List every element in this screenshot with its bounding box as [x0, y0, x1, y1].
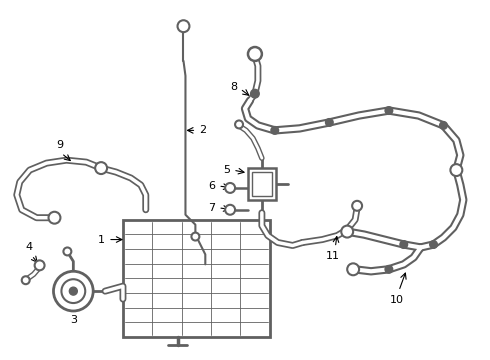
Bar — [123, 220, 270, 337]
Circle shape — [235, 121, 243, 129]
Text: 3: 3 — [70, 315, 77, 325]
Circle shape — [61, 279, 85, 303]
Circle shape — [341, 226, 353, 238]
Circle shape — [70, 287, 77, 295]
Circle shape — [326, 119, 333, 126]
Circle shape — [225, 205, 235, 215]
Text: 9: 9 — [56, 140, 63, 150]
Circle shape — [386, 266, 392, 273]
Text: 8: 8 — [230, 82, 237, 92]
Text: 2: 2 — [199, 125, 206, 135]
Text: 1: 1 — [98, 234, 105, 244]
Circle shape — [225, 183, 235, 193]
Circle shape — [347, 264, 359, 275]
Bar — [252, 172, 272, 196]
Circle shape — [251, 90, 259, 98]
Circle shape — [192, 233, 199, 240]
Text: 11: 11 — [326, 251, 341, 261]
Circle shape — [352, 201, 362, 211]
Circle shape — [53, 271, 93, 311]
Circle shape — [440, 122, 447, 129]
Circle shape — [22, 276, 30, 284]
Circle shape — [430, 241, 437, 248]
Text: 6: 6 — [208, 181, 215, 191]
Circle shape — [35, 260, 45, 270]
Circle shape — [177, 20, 190, 32]
Circle shape — [63, 247, 72, 255]
Circle shape — [450, 164, 462, 176]
Circle shape — [386, 107, 392, 114]
Circle shape — [49, 212, 60, 224]
Circle shape — [248, 47, 262, 61]
Text: 5: 5 — [223, 165, 230, 175]
Bar — [248, 168, 276, 200]
Text: 7: 7 — [208, 203, 215, 213]
Text: 4: 4 — [25, 242, 32, 252]
Circle shape — [400, 241, 407, 248]
Circle shape — [95, 162, 107, 174]
Circle shape — [271, 127, 278, 134]
Text: 10: 10 — [390, 295, 404, 305]
